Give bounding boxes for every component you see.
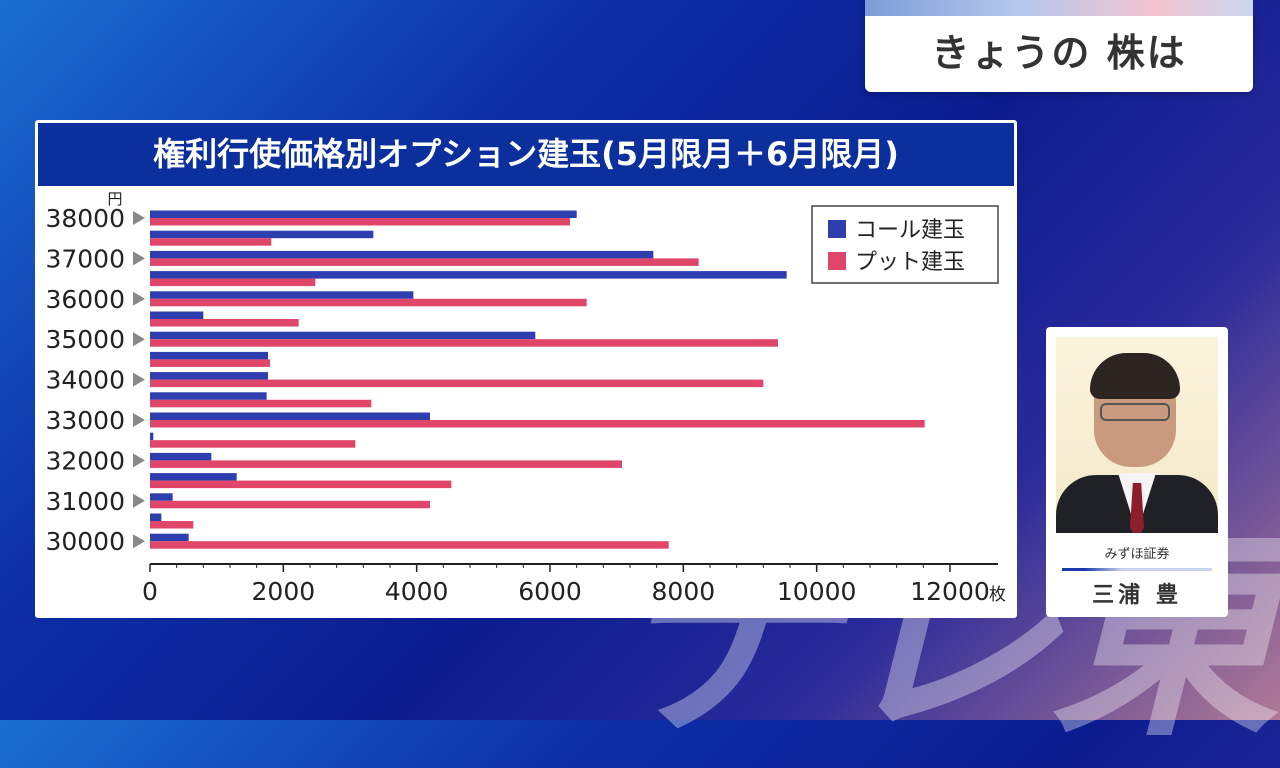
chart-title: 権利行使価格別オプション建玉(5月限月＋6月限月): [38, 123, 1014, 186]
call-bar: [150, 271, 787, 279]
y-tick-arrow: [133, 534, 145, 549]
y-tick-arrow: [133, 211, 145, 225]
put-bar: [150, 480, 452, 489]
put-bar: [150, 258, 699, 266]
put-bar: [150, 420, 925, 428]
commentator-firm: みずほ証券: [1104, 547, 1170, 562]
x-unit-label: 枚: [989, 585, 1006, 605]
y-tick-label: 35000: [45, 325, 125, 354]
put-bar: [150, 339, 778, 347]
y-tick-arrow: [133, 251, 145, 266]
put-bar: [150, 521, 194, 529]
y-tick-label: 34000: [45, 366, 125, 395]
legend-box: [811, 205, 999, 284]
title-accent-strip: [865, 0, 1253, 16]
y-tick-label: 33000: [45, 406, 125, 435]
put-bar: [150, 218, 570, 226]
put-bar: [150, 399, 372, 408]
call-bar: [150, 513, 162, 521]
y-tick-arrow: [133, 332, 145, 347]
call-bar: [150, 351, 268, 360]
name-divider: [1062, 568, 1212, 571]
call-bar: [150, 291, 414, 299]
call-bar: [150, 452, 212, 461]
x-tick-label: 6000: [518, 577, 582, 606]
put-bar: [150, 238, 272, 246]
call-bar: [150, 392, 267, 400]
put-bar: [150, 460, 622, 468]
y-tick-label: 31000: [45, 487, 125, 516]
x-tick-label: 4000: [385, 577, 449, 606]
legend-swatch: [828, 220, 846, 238]
put-bar: [150, 278, 316, 287]
x-tick-label: 12000: [910, 577, 990, 606]
y-tick-label: 38000: [45, 204, 125, 233]
commentator-photo: [1056, 337, 1218, 533]
y-unit-label: 円: [107, 190, 122, 208]
y-tick-label: 30000: [45, 527, 125, 556]
put-bar: [150, 298, 587, 307]
put-bar: [150, 379, 764, 388]
commentator-name: 三浦 豊: [1092, 583, 1182, 608]
y-tick-label: 36000: [45, 285, 125, 314]
call-bar: [150, 311, 204, 319]
y-tick-arrow: [133, 453, 145, 468]
segment-title-box: きょうの 株は: [865, 0, 1253, 92]
call-bar: [150, 210, 577, 218]
put-bar: [150, 541, 669, 549]
x-tick-label: 10000: [777, 577, 857, 606]
y-tick-arrow: [133, 291, 145, 306]
call-bar: [150, 230, 374, 239]
legend-label: コール建玉: [855, 218, 965, 243]
call-bar: [150, 331, 536, 340]
chart-panel: 権利行使価格別オプション建玉(5月限月＋6月限月) 0 2000 4000 6000 8…: [35, 120, 1017, 618]
legend-swatch: [828, 252, 846, 270]
put-bar: [150, 319, 299, 327]
call-bar: [150, 412, 430, 420]
legend-label: プット建玉: [855, 250, 965, 275]
y-tick-arrow: [133, 372, 145, 387]
x-tick-label: 2000: [252, 577, 316, 606]
put-bar: [150, 500, 430, 509]
y-tick-label: 32000: [45, 446, 125, 475]
x-tick-label: 0: [142, 577, 158, 606]
put-bar: [150, 359, 270, 367]
segment-title: きょうの 株は: [931, 31, 1187, 75]
y-tick-label: 37000: [45, 244, 125, 273]
call-bar: [150, 533, 189, 542]
y-tick-arrow: [133, 413, 145, 427]
call-bar: [150, 432, 154, 441]
call-bar: [150, 473, 237, 481]
call-bar: [150, 493, 173, 501]
y-tick-arrow: [133, 493, 145, 508]
call-bar: [150, 372, 268, 380]
put-bar: [150, 440, 356, 448]
call-bar: [150, 250, 654, 259]
commentator-card: みずほ証券 三浦 豊: [1046, 327, 1228, 617]
x-tick-label: 8000: [652, 577, 716, 606]
